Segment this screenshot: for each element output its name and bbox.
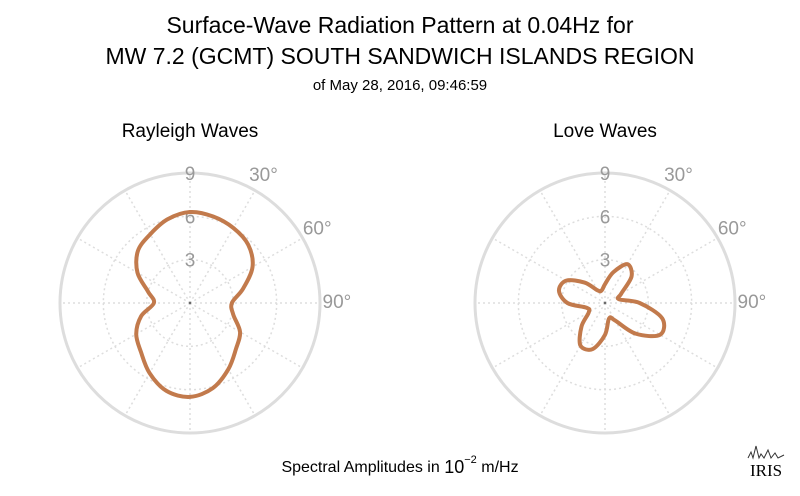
- grid-spoke: [77, 302, 191, 369]
- grid-spoke: [539, 302, 606, 416]
- r-tick-label: 6: [185, 207, 196, 228]
- grid-circle: [58, 171, 322, 435]
- chart-title: Rayleigh Waves: [122, 121, 259, 142]
- grid-circle: [560, 258, 650, 348]
- logo: IRIS: [747, 445, 785, 480]
- axis-label: Spectral Amplitudes in 10−2 m/Hz: [281, 451, 518, 477]
- theta-tick-label: 60°: [303, 219, 332, 240]
- r-tick-label: 3: [600, 251, 611, 272]
- r-tick-label: 6: [600, 207, 611, 228]
- grid-circle: [517, 215, 693, 391]
- grid-spoke: [124, 302, 191, 416]
- axis-label-exponent: −2: [464, 454, 477, 466]
- title: MW 7.2 (GCMT) SOUTH SANDWICH ISLANDS REG…: [105, 43, 694, 69]
- theta-tick-label: 90°: [738, 292, 767, 313]
- r-tick-label: 9: [185, 164, 196, 185]
- grid-circle: [102, 215, 278, 391]
- radiation-pattern: [556, 262, 667, 352]
- grid-spoke: [189, 237, 303, 304]
- r-tick-label: 3: [185, 251, 196, 272]
- axis-label-base: 10: [444, 457, 464, 477]
- logo-text: IRIS: [750, 461, 782, 480]
- r-tick-label: 9: [600, 164, 611, 185]
- chart-title: Love Waves: [553, 121, 657, 142]
- center-dot: [188, 301, 192, 305]
- theta-tick-label: 30°: [664, 165, 693, 186]
- title: Surface-Wave Radiation Pattern at 0.04Hz…: [166, 12, 633, 38]
- grid-spoke: [604, 190, 671, 304]
- grid-spoke: [492, 237, 606, 304]
- theta-tick-label: 60°: [718, 219, 747, 240]
- subtitle: of May 28, 2016, 09:46:59: [313, 77, 487, 94]
- logo-wave: [747, 445, 785, 460]
- axis-label-unit: m/Hz: [481, 459, 518, 476]
- grid-spoke: [77, 237, 191, 304]
- theta-tick-label: 90°: [323, 292, 352, 313]
- theta-tick-label: 30°: [249, 165, 278, 186]
- grid-circle: [473, 171, 737, 435]
- grid-spoke: [539, 190, 606, 304]
- grid-spoke: [189, 302, 303, 369]
- center-dot: [603, 301, 607, 305]
- grid-spoke: [189, 190, 256, 304]
- radiation-pattern: [134, 209, 255, 399]
- axis-label-text: Spectral Amplitudes in: [281, 459, 439, 476]
- grid-spoke: [189, 302, 256, 416]
- grid-spoke: [124, 190, 191, 304]
